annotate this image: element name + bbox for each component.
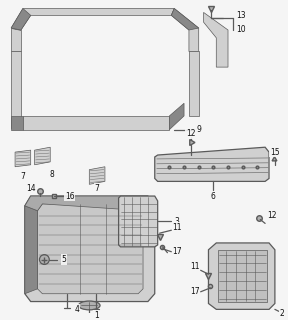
Text: 14: 14 xyxy=(26,184,35,193)
Polygon shape xyxy=(119,196,158,247)
Polygon shape xyxy=(11,9,174,30)
Polygon shape xyxy=(189,52,199,116)
Polygon shape xyxy=(25,196,155,301)
Polygon shape xyxy=(169,103,184,130)
Ellipse shape xyxy=(79,301,100,310)
Text: 12: 12 xyxy=(186,129,196,138)
Text: 16: 16 xyxy=(65,192,75,201)
Polygon shape xyxy=(37,204,143,294)
Polygon shape xyxy=(11,116,23,130)
Text: 10: 10 xyxy=(236,26,245,35)
Polygon shape xyxy=(171,9,199,52)
Polygon shape xyxy=(204,12,228,67)
Polygon shape xyxy=(35,147,50,165)
Text: 17: 17 xyxy=(173,247,182,256)
Polygon shape xyxy=(171,9,199,30)
Text: 5: 5 xyxy=(61,255,66,264)
Text: 17: 17 xyxy=(190,287,200,296)
Text: 11: 11 xyxy=(173,223,182,232)
Text: 3: 3 xyxy=(175,217,180,226)
Text: 7: 7 xyxy=(95,184,100,193)
Text: 12: 12 xyxy=(267,211,277,220)
Text: 6: 6 xyxy=(211,192,216,201)
Text: 15: 15 xyxy=(270,148,280,156)
Text: 11: 11 xyxy=(190,262,200,271)
Polygon shape xyxy=(155,147,269,181)
Polygon shape xyxy=(89,167,105,184)
Polygon shape xyxy=(209,243,275,309)
Text: 2: 2 xyxy=(279,309,284,318)
Polygon shape xyxy=(218,250,267,301)
Text: 13: 13 xyxy=(236,11,245,20)
Polygon shape xyxy=(23,116,169,130)
Text: 8: 8 xyxy=(50,170,54,179)
Text: 1: 1 xyxy=(94,311,98,320)
Ellipse shape xyxy=(39,255,49,264)
Text: 9: 9 xyxy=(196,125,201,134)
Polygon shape xyxy=(11,118,21,128)
Polygon shape xyxy=(11,9,31,30)
Polygon shape xyxy=(15,150,31,167)
Polygon shape xyxy=(25,206,37,294)
Polygon shape xyxy=(25,196,155,211)
Text: 4: 4 xyxy=(74,305,79,314)
Polygon shape xyxy=(11,28,21,52)
Polygon shape xyxy=(11,52,21,118)
Text: 7: 7 xyxy=(20,172,25,181)
